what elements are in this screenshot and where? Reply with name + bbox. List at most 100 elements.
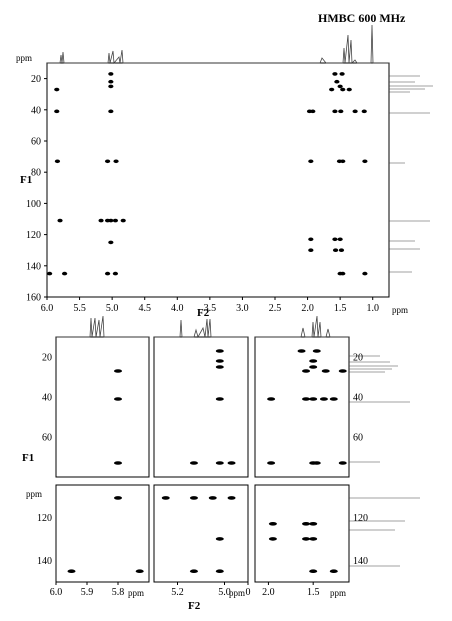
panel-3-peak-12	[267, 461, 276, 465]
top-xtick-label-4: 4.0	[171, 303, 184, 314]
panel-5-peak-0	[161, 496, 170, 500]
bot-ytick-left-bot-0: 120	[37, 513, 52, 524]
top-ytick-label-4: 100	[26, 199, 41, 210]
panel-b-top-frame	[153, 336, 249, 478]
bottom-y-ticks: 20 20 40 40 60 60 120 120 140 140	[37, 353, 368, 567]
top-xtick-label-2: 5.0	[106, 303, 119, 314]
top-xtick-label-6: 3.0	[236, 303, 249, 314]
top-plot: 6.0 5.5 5.0 4.5 4.0 3.5 3.0 2.5 2.0 1.5 1.0 20 40 60…	[16, 24, 433, 319]
panel-3-peak-7	[309, 359, 318, 363]
panel-5-peak-5	[189, 569, 198, 574]
top-xtick-label-5: 3.5	[204, 303, 217, 314]
panel-6-peak-1	[302, 522, 311, 526]
panel-6-peak-3	[268, 537, 277, 541]
panel-5-peak-4	[215, 537, 224, 541]
panel-c-bottom-frame	[254, 484, 350, 583]
top-peak-0	[54, 87, 60, 92]
top-x-unit: ppm	[392, 305, 408, 315]
bot-ytick-left-top-0: 20	[42, 353, 52, 364]
top-y-unit: ppm	[16, 53, 32, 63]
panel-6-peak-4	[302, 537, 311, 541]
top-xtick-label-10: 1.0	[366, 303, 379, 314]
top-xtick-label-8: 2.0	[301, 303, 314, 314]
panel-3-peak-10	[321, 369, 330, 373]
panel-a-projection	[56, 315, 149, 338]
top-xtick-label-0: 6.0	[41, 303, 54, 314]
top-peak-44	[340, 271, 346, 276]
panel-a-x-ticks: 6.0 5.9 5.8	[50, 582, 124, 598]
bot-ytick-left-top-1: 40	[42, 393, 52, 404]
top-f2-label: F2	[197, 307, 210, 319]
top-peak-34	[352, 109, 358, 114]
top-ytick-label-7: 160	[26, 293, 41, 304]
top-x-ticks: 6.0 5.5 5.0 4.5 4.0 3.5 3.0 2.5 2.0 1.5 1.0	[41, 297, 379, 314]
bot-ytick-left-bot-1: 140	[37, 556, 52, 567]
panel-2-peak-4	[189, 461, 198, 465]
panel-a-bottom: 6.0 5.9 5.8	[50, 484, 150, 598]
top-peak-24	[308, 248, 314, 252]
top-peak-28	[337, 84, 343, 89]
chart-title: HMBC 600 MHz	[318, 11, 406, 25]
top-peak-27	[334, 79, 340, 84]
panel-3-peak-15	[338, 461, 347, 465]
top-peak-25	[332, 72, 338, 76]
panel-5-peak-6	[215, 569, 224, 574]
top-peak-13	[113, 159, 119, 164]
panel-b-bottom-peaks	[161, 496, 236, 574]
panel-2-peak-6	[227, 461, 236, 465]
panel-c-right-projection	[349, 355, 410, 463]
top-1d-projection	[47, 24, 389, 65]
top-peak-40	[337, 237, 343, 242]
panel-3-peak-6	[312, 349, 321, 353]
bot-ytick-right-top-2: 60	[353, 433, 363, 444]
top-ytick-label-5: 120	[26, 230, 41, 241]
top-peaks	[47, 72, 368, 276]
panel-3-peak-8	[309, 365, 318, 369]
top-peak-23	[308, 237, 314, 242]
top-ytick-label-2: 60	[31, 137, 41, 148]
panel-3-peak-11	[338, 369, 347, 373]
panel-a-top-peaks	[114, 369, 122, 465]
top-peak-14	[104, 218, 111, 223]
panel-b-top	[153, 318, 249, 478]
panel-1-peak-2	[114, 461, 122, 465]
panel-2-peak-1	[215, 359, 224, 363]
top-ytick-label-0: 20	[31, 74, 41, 85]
bot-ytick-right-top-1: 40	[353, 393, 363, 404]
top-peak-41	[332, 248, 339, 252]
panel-5-peak-1	[189, 496, 198, 500]
pc-xticks-label-1: 1.5	[307, 587, 320, 598]
panel-c-x-ticks: 2.0 1.5	[262, 582, 319, 598]
top-peak-30	[329, 87, 335, 92]
top-peak-2	[54, 159, 61, 164]
panel-4-peak-2	[135, 569, 144, 574]
panel-2-peak-3	[215, 397, 224, 401]
panel-2-peak-0	[215, 349, 224, 353]
bot-ytick-left-top-2: 60	[42, 433, 52, 444]
panel-6-peak-5	[309, 537, 318, 541]
pc-xticks-label-0: 2.0	[262, 587, 275, 598]
pb-xticks-label-0: 5.2	[171, 587, 184, 598]
pa-xticks-label-1: 5.9	[81, 587, 94, 598]
top-peak-4	[47, 271, 53, 276]
bot-ytick-right-top-0: 20	[353, 353, 363, 364]
panel-5-peak-2	[208, 496, 217, 500]
top-peak-3	[57, 218, 63, 223]
panel-b-bottom-frame	[153, 484, 249, 583]
top-xtick-label-1: 5.5	[73, 303, 86, 314]
panel-6-peak-0	[268, 522, 277, 526]
panel-4-peak-0	[114, 496, 122, 500]
top-y-ticks: 20 40 60 80 100 120 140 160	[26, 74, 47, 304]
top-peak-38	[362, 159, 368, 164]
panel-3-peak-2	[309, 397, 318, 401]
top-peak-32	[332, 109, 338, 114]
top-peak-17	[104, 271, 111, 276]
bottom-y-unit: ppm	[26, 489, 42, 499]
panel-b-bottom: 5.2 5.0 0	[153, 484, 251, 598]
top-peak-21	[310, 109, 316, 114]
panel-2-peak-2	[215, 365, 224, 369]
top-peak-45	[362, 271, 368, 276]
top-xtick-label-7: 2.5	[269, 303, 282, 314]
panel-6-peak-7	[329, 569, 338, 574]
top-peak-33	[338, 109, 344, 114]
